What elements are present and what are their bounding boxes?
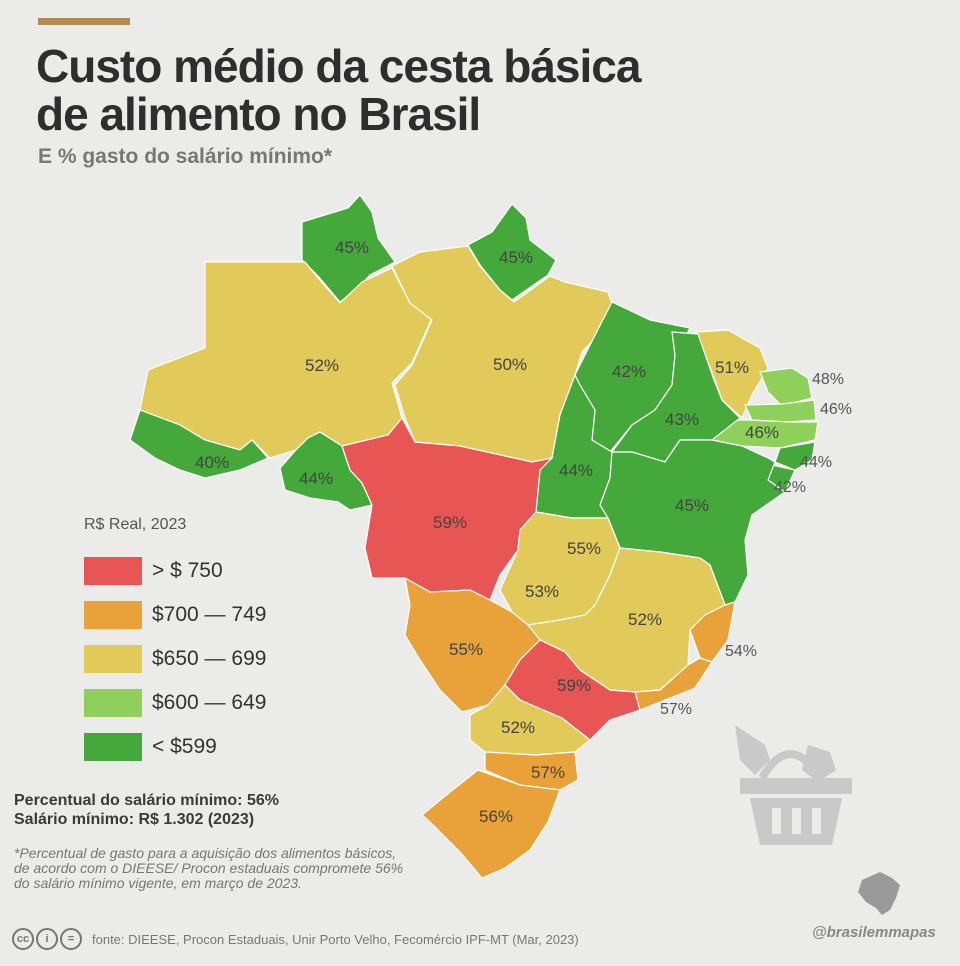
label-RJ: 57% bbox=[660, 701, 692, 718]
label-PB: 46% bbox=[820, 401, 852, 418]
legend-swatch bbox=[84, 733, 142, 761]
basket-icon bbox=[735, 725, 852, 845]
legend-label: $650 — 699 bbox=[152, 647, 267, 670]
legend-swatch bbox=[84, 601, 142, 629]
accent-bar bbox=[38, 18, 130, 25]
label-RS: 56% bbox=[479, 807, 513, 826]
state-MT bbox=[341, 416, 554, 601]
label-GO: 53% bbox=[525, 582, 559, 601]
legend-swatch bbox=[84, 645, 142, 673]
cc-nd-icon: = bbox=[60, 928, 82, 950]
state-RS bbox=[421, 769, 561, 879]
stat-percent: Percentual do salário mínimo: 56% bbox=[14, 792, 279, 809]
legend: > $ 750 $700 — 749 $650 — 699 $600 — 649… bbox=[84, 549, 266, 769]
footnote: *Percentual de gasto para a aquisição do… bbox=[14, 845, 404, 891]
legend-item: > $ 750 bbox=[84, 549, 266, 593]
stat-min-wage: Salário mínimo: R$ 1.302 (2023) bbox=[14, 811, 255, 828]
label-AL: 44% bbox=[800, 454, 832, 471]
source-text: fonte: DIEESE, Procon Estaduais, Unir Po… bbox=[92, 931, 579, 947]
label-BA: 45% bbox=[675, 496, 709, 515]
state-AC bbox=[129, 409, 270, 479]
label-MG: 52% bbox=[628, 610, 662, 629]
label-SC: 57% bbox=[531, 763, 565, 782]
state-RN bbox=[759, 367, 813, 407]
brazil-logo-icon bbox=[858, 872, 900, 915]
state-RR bbox=[301, 194, 396, 303]
source-row: cc i = fonte: DIEESE, Procon Estaduais, … bbox=[12, 928, 579, 950]
label-TO: 44% bbox=[559, 461, 593, 480]
label-RO: 44% bbox=[299, 469, 333, 488]
state-SC bbox=[484, 751, 579, 791]
label-PI: 43% bbox=[665, 410, 699, 429]
label-RN: 48% bbox=[812, 371, 844, 388]
state-CE bbox=[695, 329, 769, 420]
label-PR: 52% bbox=[501, 718, 535, 737]
page-title: Custo médio da cesta básica de alimento … bbox=[36, 40, 641, 140]
state-AL bbox=[774, 441, 816, 471]
label-ES: 54% bbox=[725, 643, 757, 660]
page-subtitle: E % gasto do salário mínimo* bbox=[38, 145, 333, 168]
legend-title: R$ Real, 2023 bbox=[84, 516, 187, 533]
social-handle: @brasilemmapas bbox=[812, 924, 936, 941]
label-CE: 51% bbox=[715, 358, 749, 377]
label-PE: 46% bbox=[745, 423, 779, 442]
legend-item: $700 — 749 bbox=[84, 593, 266, 637]
legend-item: < $599 bbox=[84, 725, 266, 769]
label-DF: 55% bbox=[567, 539, 601, 558]
legend-swatch bbox=[84, 557, 142, 585]
label-SE: 42% bbox=[774, 479, 806, 496]
legend-label: $700 — 749 bbox=[152, 603, 267, 626]
legend-item: $650 — 699 bbox=[84, 637, 266, 681]
legend-label: < $599 bbox=[152, 735, 217, 758]
legend-label: $600 — 649 bbox=[152, 691, 267, 714]
label-AM: 52% bbox=[305, 356, 339, 375]
stats: Percentual do salário mínimo: 56% Salári… bbox=[14, 791, 279, 829]
legend-item: $600 — 649 bbox=[84, 681, 266, 725]
label-MS: 55% bbox=[449, 640, 483, 659]
label-AP: 45% bbox=[499, 248, 533, 267]
state-RJ bbox=[634, 657, 713, 711]
cc-license-icon: cc bbox=[12, 928, 34, 950]
label-MT: 59% bbox=[433, 513, 467, 532]
legend-label: > $ 750 bbox=[152, 559, 223, 582]
label-RR: 45% bbox=[335, 238, 369, 257]
label-AC: 40% bbox=[195, 453, 229, 472]
legend-swatch bbox=[84, 689, 142, 717]
label-PA: 50% bbox=[493, 355, 527, 374]
label-SP: 59% bbox=[557, 676, 591, 695]
cc-by-icon: i bbox=[36, 928, 58, 950]
label-MA: 42% bbox=[612, 362, 646, 381]
